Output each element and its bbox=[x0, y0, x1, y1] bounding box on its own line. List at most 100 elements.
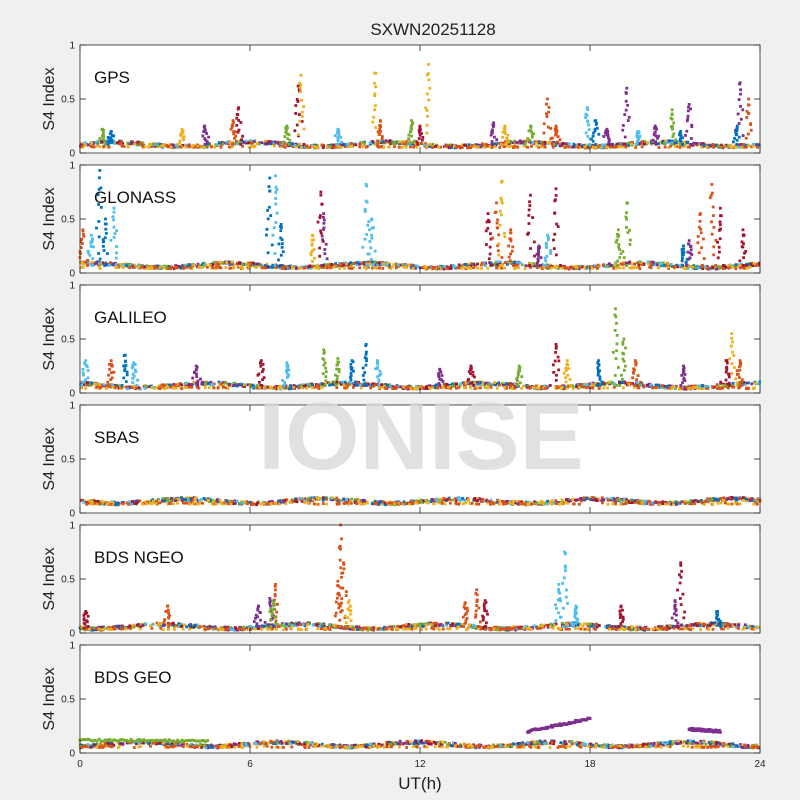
data-point bbox=[503, 261, 507, 264]
data-point bbox=[600, 143, 604, 147]
data-point bbox=[232, 130, 236, 133]
data-point bbox=[332, 145, 336, 149]
data-point bbox=[158, 265, 162, 269]
data-point bbox=[286, 137, 290, 141]
data-point bbox=[553, 265, 557, 269]
data-point bbox=[460, 266, 464, 270]
data-point bbox=[584, 116, 587, 119]
data-point bbox=[367, 220, 371, 224]
data-point bbox=[515, 141, 519, 144]
data-point bbox=[451, 144, 455, 148]
data-point bbox=[587, 384, 591, 388]
data-point bbox=[606, 129, 610, 133]
data-point bbox=[293, 498, 297, 502]
data-point bbox=[120, 144, 124, 148]
data-point bbox=[137, 265, 141, 269]
data-point bbox=[489, 385, 493, 389]
data-point bbox=[666, 262, 670, 265]
data-point bbox=[410, 263, 414, 267]
data-point bbox=[410, 141, 414, 145]
data-point bbox=[94, 382, 98, 386]
data-point bbox=[672, 132, 676, 136]
data-point bbox=[656, 136, 659, 140]
data-point bbox=[539, 387, 543, 391]
data-point bbox=[349, 374, 353, 378]
data-point bbox=[416, 265, 420, 269]
data-point bbox=[111, 383, 115, 387]
data-point bbox=[588, 382, 592, 386]
data-point bbox=[495, 266, 498, 270]
data-point bbox=[467, 143, 471, 147]
data-point bbox=[326, 263, 330, 266]
data-point bbox=[621, 351, 625, 355]
data-point bbox=[688, 265, 692, 268]
data-point bbox=[647, 382, 651, 386]
data-point bbox=[718, 206, 722, 210]
data-point bbox=[577, 143, 581, 146]
data-point bbox=[229, 145, 233, 149]
data-point bbox=[500, 179, 504, 183]
data-point bbox=[695, 143, 699, 147]
data-point bbox=[459, 264, 463, 268]
data-point bbox=[297, 133, 300, 137]
data-point bbox=[179, 266, 183, 270]
data-point bbox=[363, 207, 367, 211]
data-point bbox=[202, 145, 206, 149]
data-point bbox=[263, 264, 267, 267]
data-point bbox=[341, 380, 344, 384]
data-point bbox=[246, 261, 250, 265]
data-point bbox=[194, 383, 198, 387]
data-point bbox=[564, 369, 568, 373]
data-point bbox=[200, 382, 204, 386]
data-point bbox=[682, 500, 686, 504]
data-point bbox=[716, 240, 720, 244]
data-point bbox=[438, 377, 442, 381]
data-point bbox=[574, 267, 578, 271]
data-point bbox=[633, 384, 637, 387]
data-point bbox=[433, 500, 436, 504]
data-point bbox=[321, 357, 325, 360]
data-point bbox=[613, 374, 617, 377]
data-point bbox=[110, 376, 114, 380]
data-point bbox=[337, 130, 341, 134]
data-point bbox=[110, 371, 113, 375]
data-point bbox=[694, 266, 698, 270]
data-point bbox=[320, 143, 324, 147]
data-point bbox=[197, 264, 201, 267]
data-point bbox=[686, 109, 690, 113]
data-point bbox=[726, 386, 730, 390]
data-point bbox=[629, 381, 633, 385]
data-point bbox=[283, 381, 287, 384]
data-point bbox=[374, 126, 378, 129]
data-point bbox=[223, 141, 227, 145]
data-point bbox=[542, 264, 546, 268]
data-point bbox=[266, 251, 270, 255]
data-point bbox=[438, 384, 442, 387]
data-point bbox=[634, 146, 638, 149]
data-point bbox=[483, 143, 487, 147]
data-point bbox=[103, 139, 107, 143]
data-point bbox=[144, 384, 147, 388]
data-point bbox=[716, 385, 719, 388]
data-point bbox=[178, 139, 182, 143]
data-point bbox=[718, 220, 722, 224]
data-point bbox=[593, 127, 597, 131]
data-point bbox=[98, 257, 102, 261]
data-point bbox=[319, 231, 323, 235]
data-point bbox=[133, 142, 136, 146]
data-point bbox=[585, 386, 588, 390]
data-point bbox=[509, 252, 512, 256]
data-point bbox=[565, 386, 569, 390]
data-point bbox=[113, 383, 117, 387]
data-point bbox=[499, 142, 503, 146]
data-point bbox=[91, 257, 95, 261]
data-point bbox=[507, 140, 510, 144]
data-point bbox=[597, 359, 600, 362]
data-point bbox=[404, 386, 408, 390]
y-tick-label: 1 bbox=[69, 161, 75, 172]
data-point bbox=[131, 381, 135, 384]
data-point bbox=[339, 264, 343, 267]
data-point bbox=[582, 144, 586, 147]
data-point bbox=[86, 249, 90, 253]
data-point bbox=[302, 127, 306, 131]
